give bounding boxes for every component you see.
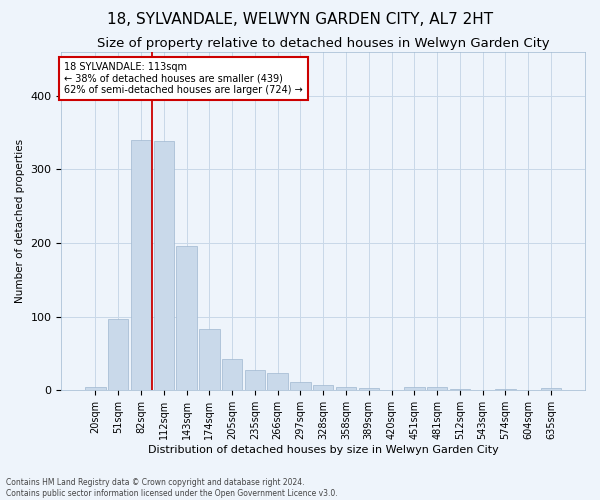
Bar (176, 246, 197, 390)
Bar (359, 388, 379, 390)
Bar (85, 386, 106, 390)
Y-axis label: Number of detached properties: Number of detached properties (15, 139, 25, 303)
Bar (313, 385, 334, 390)
Text: 18, SYLVANDALE, WELWYN GARDEN CITY, AL7 2HT: 18, SYLVANDALE, WELWYN GARDEN CITY, AL7 … (107, 12, 493, 28)
Text: 18 SYLVANDALE: 113sqm
← 38% of detached houses are smaller (439)
62% of semi-det: 18 SYLVANDALE: 113sqm ← 38% of detached … (64, 62, 303, 95)
Title: Size of property relative to detached houses in Welwyn Garden City: Size of property relative to detached ho… (97, 38, 550, 51)
Bar (290, 382, 311, 390)
Text: Contains HM Land Registry data © Crown copyright and database right 2024.
Contai: Contains HM Land Registry data © Crown c… (6, 478, 338, 498)
Bar (449, 389, 470, 390)
Bar (245, 370, 265, 390)
Bar (131, 140, 151, 390)
Bar (427, 386, 448, 390)
Bar (404, 386, 425, 390)
Bar (154, 142, 174, 390)
Bar (108, 319, 128, 390)
Bar (222, 360, 242, 390)
Bar (336, 386, 356, 390)
Bar (495, 389, 515, 390)
Bar (541, 388, 561, 390)
X-axis label: Distribution of detached houses by size in Welwyn Garden City: Distribution of detached houses by size … (148, 445, 499, 455)
Bar (199, 328, 220, 390)
Bar (268, 372, 288, 390)
